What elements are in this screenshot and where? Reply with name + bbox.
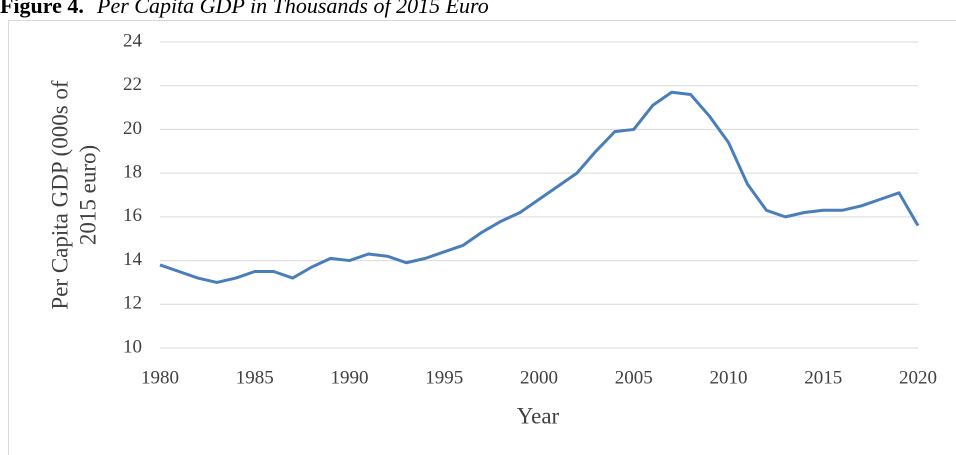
x-tick-label: 1990 [331,367,369,388]
y-tick-label: 10 [123,336,142,357]
y-tick-label: 20 [123,118,142,139]
y-axis-label-line: 2015 euro) [75,145,100,245]
chart-border [8,20,956,455]
x-tick-label: 2020 [899,367,937,388]
x-tick-label: 2010 [710,367,748,388]
chart-title: Per Capita GDP in Thousands of 2015 Euro [96,0,489,18]
x-axis-label: Year [517,403,560,428]
y-tick-label: 12 [123,293,142,314]
y-tick-label: 14 [123,249,143,270]
x-tick-label: 2015 [804,367,842,388]
y-tick-label: 18 [123,162,142,183]
x-tick-label: 1980 [141,367,179,388]
x-tick-label: 2000 [520,367,558,388]
x-tick-label: 1995 [425,367,463,388]
x-tick-label: 1985 [236,367,274,388]
x-tick-label: 2005 [615,367,653,388]
y-axis-label-line: Per Capita GDP (000s of [47,80,72,309]
figure-label: Figure 4. [0,0,84,18]
y-axis-label: Per Capita GDP (000s of 2015 euro) [47,80,100,309]
data-line [159,90,920,284]
y-tick-label: 24 [123,30,143,51]
y-tick-label: 16 [123,205,142,226]
y-tick-label: 22 [123,74,142,95]
